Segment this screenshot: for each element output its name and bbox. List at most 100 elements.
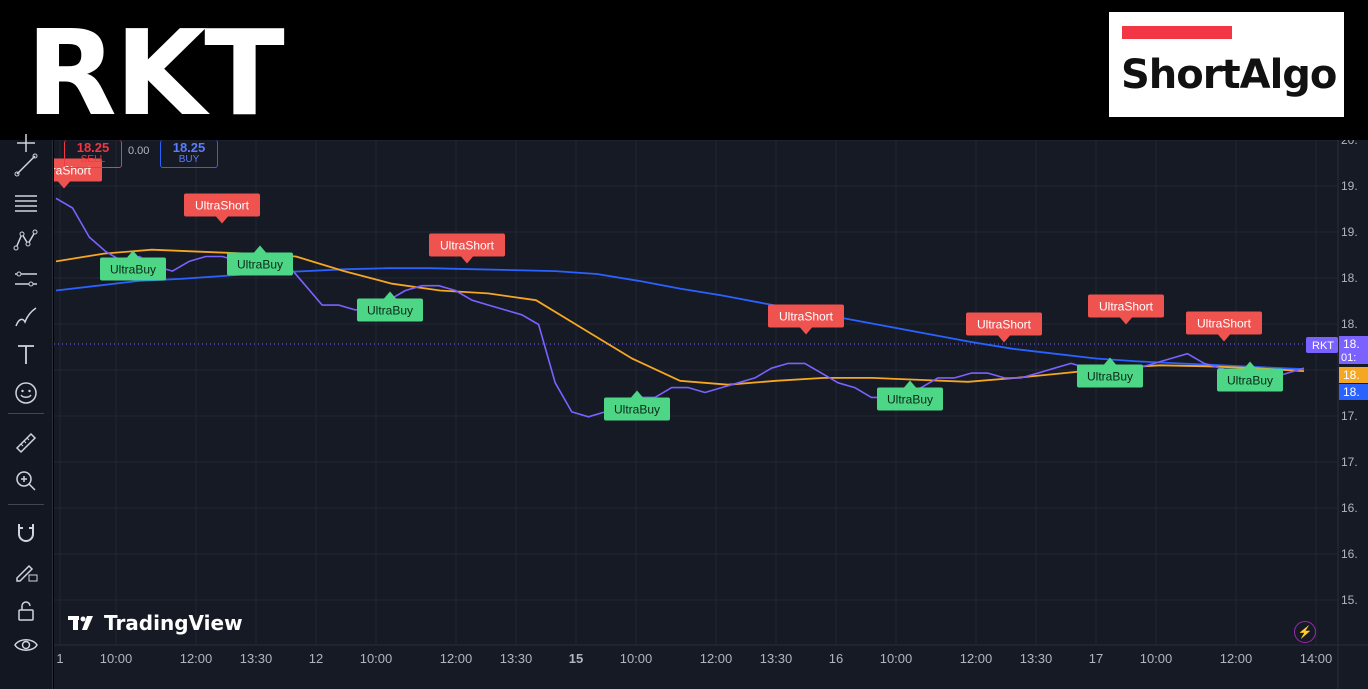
- signal-label: UltraBuy: [110, 263, 156, 277]
- countdown-tag-text: 01:: [1341, 352, 1356, 364]
- y-tick-label: 19.: [1341, 225, 1358, 239]
- fast-ma-tag-text: 18.: [1343, 368, 1360, 382]
- slow-ma-tag-text: 18.: [1343, 385, 1360, 399]
- signal-label: UltraBuy: [614, 403, 660, 417]
- y-tick-label: 20.: [1341, 140, 1358, 147]
- x-tick-label: 13:30: [500, 651, 533, 666]
- signal-ultrashort[interactable]: UltraShort: [768, 304, 844, 335]
- x-tick-label: 13:30: [240, 651, 273, 666]
- signal-label: UltraBuy: [367, 304, 413, 318]
- signal-ultrabuy[interactable]: UltraBuy: [227, 245, 293, 276]
- chart-background: [54, 140, 1368, 689]
- signal-ultrabuy[interactable]: UltraBuy: [1077, 357, 1143, 388]
- signal-ultrashort[interactable]: UltraShort: [184, 193, 260, 224]
- signal-ultrashort[interactable]: UltraShort: [1088, 294, 1164, 325]
- y-tick-label: 18.: [1341, 317, 1358, 331]
- signal-label: UltraBuy: [887, 393, 933, 407]
- toolbar-divider: [8, 504, 44, 505]
- y-tick-label: 15.: [1341, 593, 1358, 607]
- x-tick-label: 14:00: [1300, 651, 1333, 666]
- x-tick-label: 12: [309, 651, 323, 666]
- signal-label: UltraBuy: [237, 258, 283, 272]
- zoom-icon[interactable]: [11, 466, 41, 496]
- signal-label: UltraBuy: [1087, 370, 1133, 384]
- y-tick-label: 19.: [1341, 179, 1358, 193]
- eye-icon[interactable]: [11, 630, 41, 660]
- prediction-icon[interactable]: [11, 264, 41, 294]
- signal-ultrabuy[interactable]: UltraBuy: [877, 380, 943, 411]
- x-tick-label: 10:00: [620, 651, 653, 666]
- tradingview-wordmark: TradingView: [104, 611, 243, 635]
- x-tick-label: 13:30: [760, 651, 793, 666]
- signal-ultrabuy[interactable]: UltraBuy: [357, 291, 423, 322]
- y-tick-label: 16.: [1341, 501, 1358, 515]
- signal-label: UltraShort: [195, 199, 250, 213]
- buy-label: BUY: [178, 153, 200, 165]
- buy-price: 18.25: [172, 139, 206, 155]
- trendline-icon[interactable]: [11, 150, 41, 180]
- y-tick-label: 16.: [1341, 547, 1358, 561]
- toolbar-divider: [8, 413, 44, 414]
- x-tick-label: 10:00: [1140, 651, 1173, 666]
- brush-icon[interactable]: [11, 302, 41, 332]
- text-icon[interactable]: [11, 340, 41, 370]
- sell-label: SELL: [80, 153, 106, 165]
- lock-icon[interactable]: [11, 596, 41, 626]
- symbol-tag: [1306, 337, 1338, 353]
- chart-pane[interactable]: 20. 19. 19. 18. 18. 17. 17. 16. 16. 15. 1 10:00 12:0…: [54, 140, 1368, 689]
- signal-label: UltraShort: [977, 318, 1032, 332]
- signal-ultrashort[interactable]: UltraShort: [966, 312, 1042, 343]
- ticker-title: RKT: [26, 4, 285, 142]
- fast-ma-tag: [1339, 367, 1368, 383]
- x-tick-label: 10:00: [360, 651, 393, 666]
- signal-ultrabuy[interactable]: UltraBuy: [604, 390, 670, 421]
- x-tick-label: 12:00: [440, 651, 473, 666]
- x-tick-label: 10:00: [880, 651, 913, 666]
- signal-ultrabuy[interactable]: UltraBuy: [1217, 361, 1283, 392]
- lock-drawing-icon[interactable]: [11, 556, 41, 586]
- buy-button[interactable]: 18.25 BUY: [160, 140, 218, 168]
- crosshair-icon[interactable]: [11, 128, 41, 158]
- lightning-icon[interactable]: ⚡: [1294, 621, 1316, 643]
- last-price-tag: [1339, 336, 1368, 364]
- ruler-icon[interactable]: [11, 428, 41, 458]
- signal-label: UltraShort: [779, 310, 834, 324]
- tradingview-watermark: TradingView: [68, 611, 243, 635]
- price-chart[interactable]: 20. 19. 19. 18. 18. 17. 17. 16. 16. 15. 1 10:00 12:0…: [54, 140, 1368, 689]
- sell-price: 18.25: [76, 139, 110, 155]
- tradingview-logo-icon: [68, 616, 93, 630]
- x-tick-label: 13:30: [1020, 651, 1053, 666]
- last-price-tag-text: 18.: [1343, 337, 1360, 351]
- x-tick-label: 10:00: [100, 651, 133, 666]
- signal-label: UltraBuy: [1227, 374, 1273, 388]
- slow-ma-tag: [1339, 384, 1368, 400]
- signal-label: UltraShort: [440, 239, 495, 253]
- signal-label: UltraShort: [1197, 317, 1252, 331]
- signal-label: UltraShort: [1099, 300, 1154, 314]
- x-tick-label: 12:00: [960, 651, 993, 666]
- emoji-icon[interactable]: [11, 378, 41, 408]
- spread-value: 0.00: [128, 145, 150, 157]
- x-tick-label: 16: [829, 651, 843, 666]
- fib-icon[interactable]: [11, 188, 41, 218]
- y-tick-label: 18.: [1341, 271, 1358, 285]
- x-tick-label: 12:00: [180, 651, 213, 666]
- x-tick-label: 12:00: [700, 651, 733, 666]
- symbol-tag-text: RKT: [1312, 340, 1334, 352]
- brand-accent-bar: [1122, 26, 1232, 39]
- sell-button[interactable]: 18.25 SELL: [64, 140, 122, 168]
- x-tick-label: 12:00: [1220, 651, 1253, 666]
- y-tick-label: 17.: [1341, 409, 1358, 423]
- pattern-icon[interactable]: [11, 226, 41, 256]
- brand-logo: ShortAlgo: [1109, 12, 1344, 117]
- magnet-icon[interactable]: [11, 518, 41, 548]
- drawing-toolbar: [0, 134, 53, 689]
- signal-ultrashort[interactable]: UltraShort: [1186, 311, 1262, 342]
- x-tick-label: 17: [1089, 651, 1103, 666]
- y-tick-label: 17.: [1341, 455, 1358, 469]
- signal-ultrabuy[interactable]: UltraBuy: [100, 250, 166, 281]
- header-banner: RKT ShortAlgo: [0, 0, 1368, 140]
- x-tick-label: 1: [56, 651, 63, 666]
- x-tick-label: 15: [569, 651, 583, 666]
- signal-ultrashort[interactable]: UltraShort: [429, 233, 505, 264]
